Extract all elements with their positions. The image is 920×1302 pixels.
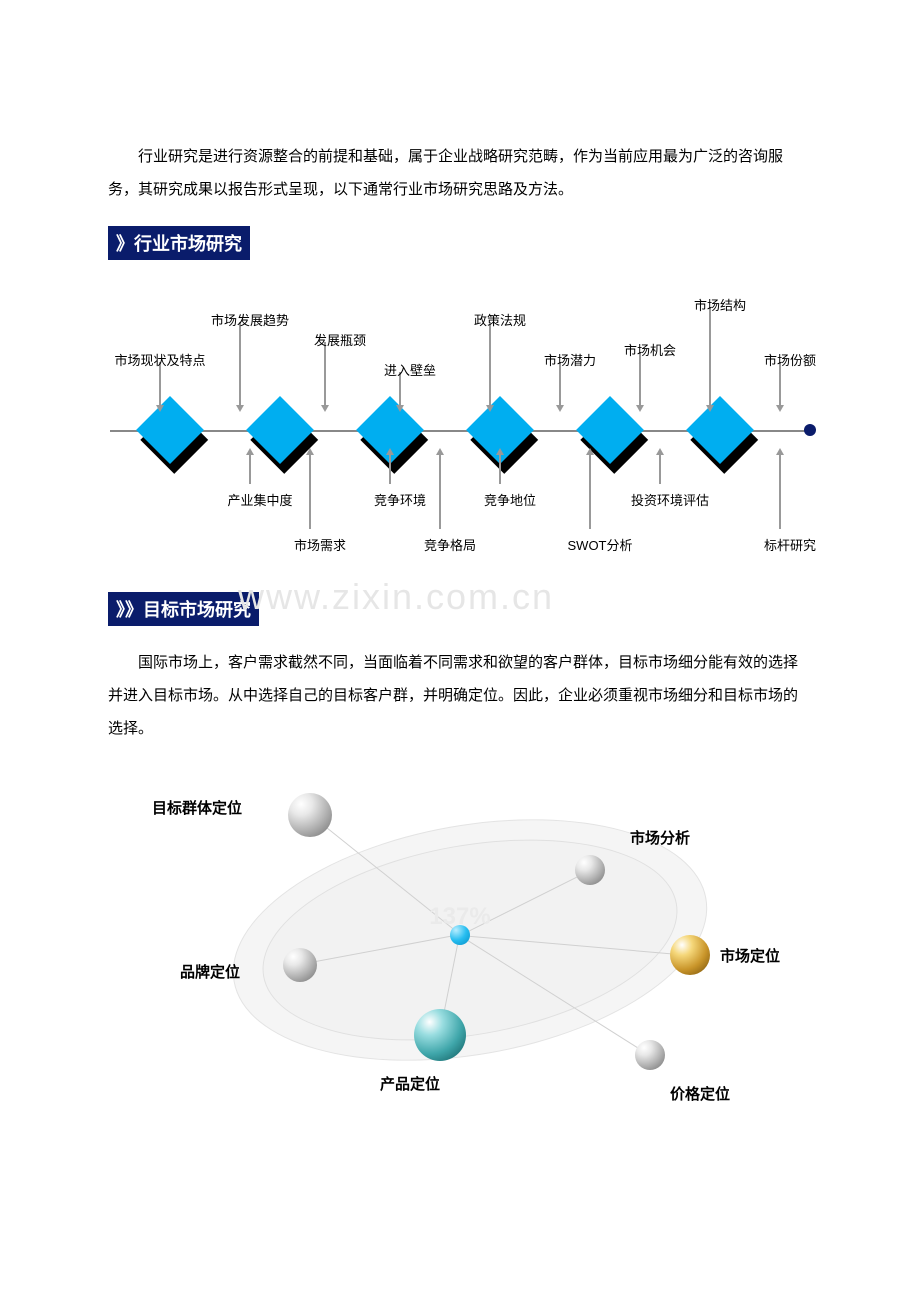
timeline-arrow-icon [659, 454, 661, 484]
orbit-sphere-price-position [635, 1040, 665, 1070]
timeline-label: 市场现状及特点 [114, 350, 205, 369]
timeline-label: 市场发展趋势 [211, 310, 289, 329]
timeline-node [246, 396, 314, 464]
orbit-label-market-position: 市场定位 [720, 945, 780, 966]
orbit-label-market-analysis: 市场分析 [630, 827, 690, 848]
timeline-label: 政策法规 [474, 310, 526, 329]
section-2-header: 》》目标市场研究 [108, 592, 259, 626]
timeline-label: 投资环境评估 [631, 490, 709, 509]
orbit-sphere-product-position [414, 1009, 466, 1061]
timeline-label: 竞争格局 [424, 535, 476, 554]
timeline-label: 市场潜力 [544, 350, 596, 369]
orbit-label-price-position: 价格定位 [670, 1083, 730, 1104]
timeline-label: 竞争环境 [374, 490, 426, 509]
orbit-sphere-target-group [288, 793, 332, 837]
timeline-arrow-icon [709, 307, 711, 406]
timeline-arrow-icon [309, 454, 311, 529]
timeline-arrow-icon [499, 454, 501, 484]
timeline-label: 标杆研究 [764, 535, 816, 554]
timeline-label: 市场结构 [694, 295, 746, 314]
section-1-header: 》行业市场研究 [108, 226, 250, 260]
orbit-label-target-group: 目标群体定位 [152, 797, 242, 818]
timeline-label: 竞争地位 [484, 490, 536, 509]
timeline-label: 市场份额 [764, 350, 816, 369]
timeline-arrow-icon [249, 454, 251, 484]
timeline-label: 产业集中度 [227, 490, 292, 509]
section-2-paragraph: 国际市场上，客户需求截然不同，当面临着不同需求和欲望的客户群体，目标市场细分能有… [108, 646, 812, 745]
timeline-arrow-icon [589, 454, 591, 529]
timeline-arrow-icon [239, 322, 241, 406]
orbit-sphere-market-analysis [575, 855, 605, 885]
timeline-arrow-icon [389, 454, 391, 484]
timeline-arrow-icon [489, 322, 491, 406]
timeline-label: 市场机会 [624, 340, 676, 359]
timeline-arrow-icon [779, 454, 781, 529]
timeline-label: 发展瓶颈 [314, 330, 366, 349]
timeline-label: 进入壁垒 [384, 360, 436, 379]
timeline-label: SWOT分析 [568, 535, 633, 554]
orbit-label-brand-position: 品牌定位 [180, 961, 240, 982]
orbit-sphere-brand-position [283, 948, 317, 982]
timeline-label: 市场需求 [294, 535, 346, 554]
intro-paragraph: 行业研究是进行资源整合的前提和基础，属于企业战略研究范畴，作为当前应用最为广泛的… [108, 140, 812, 206]
timeline-diagram: 市场现状及特点市场发展趋势发展瓶颈进入壁垒政策法规市场潜力市场机会市场结构市场份… [110, 280, 810, 560]
timeline-end-dot [804, 424, 816, 436]
watermark-text: www.zixin.com.cn [238, 576, 554, 618]
timeline-arrow-icon [324, 342, 326, 406]
timeline-node [686, 396, 754, 464]
orbit-center-sphere [450, 925, 470, 945]
orbit-label-product-position: 产品定位 [380, 1073, 440, 1094]
orbit-sphere-market-position [670, 935, 710, 975]
timeline-arrow-icon [439, 454, 441, 529]
timeline-arrow-icon [639, 352, 641, 406]
orbit-diagram: 137%目标群体定位市场分析市场定位价格定位产品定位品牌定位 [130, 775, 790, 1125]
timeline-node [136, 396, 204, 464]
